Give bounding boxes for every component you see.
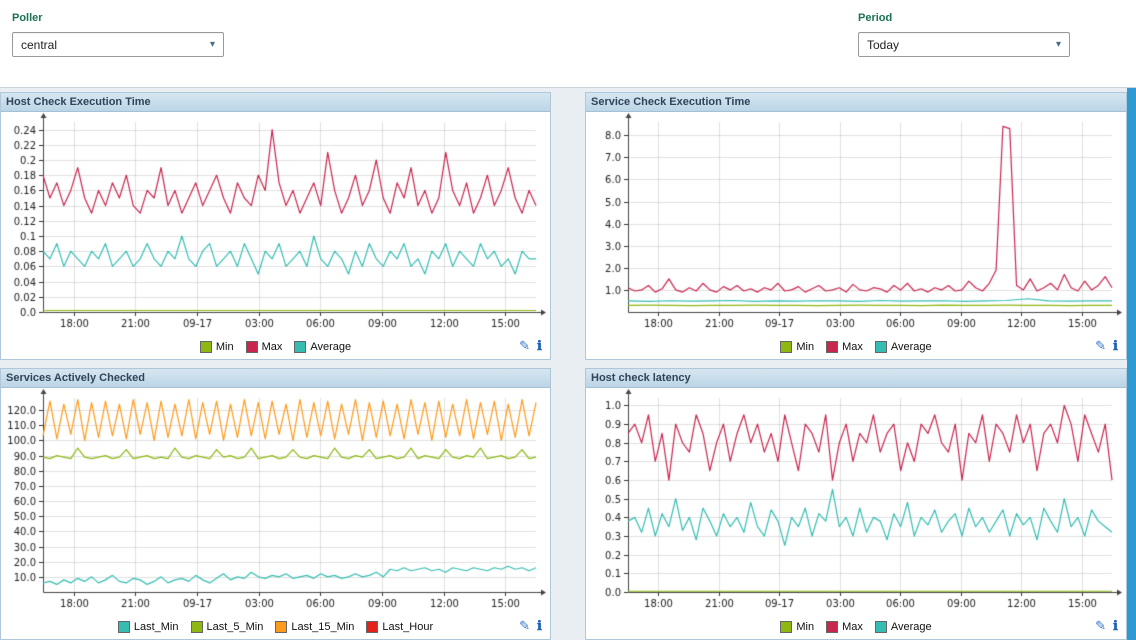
legend-swatch [245, 341, 258, 353]
panel-host-check-execution-time: Host Check Execution Time Min Max Average … [0, 92, 551, 360]
chevron-down-icon: ▾ [209, 39, 215, 50]
period-selected-value: Today [867, 37, 900, 52]
line-chart-services-actively-checked [1, 388, 550, 612]
chart-legend: Min Max Average [780, 621, 932, 633]
legend-item-last_5_min: Last_5_Min [190, 621, 264, 633]
chart-area [1, 112, 550, 335]
panel-actions: ✎ ℹ [519, 338, 542, 354]
panel-actions: ✎ ℹ [1095, 338, 1118, 354]
legend-label: Last_Min [133, 621, 179, 633]
legend-swatch [780, 341, 793, 353]
legend-swatch [826, 621, 839, 633]
legend-label: Average [310, 341, 352, 353]
legend-swatch [199, 341, 212, 353]
legend-item-max: Max [826, 341, 863, 353]
panel-actions: ✎ ℹ [1095, 618, 1118, 634]
poller-field: Poller central ▾ [12, 12, 224, 57]
panel-title: Service Check Execution Time [586, 93, 1126, 112]
period-select[interactable]: Today ▾ [858, 32, 1070, 57]
chart-area [1, 388, 550, 615]
chevron-down-icon: ▾ [1055, 39, 1061, 50]
legend-swatch [780, 621, 793, 633]
period-field: Period Today ▾ [858, 12, 1070, 57]
legend-swatch [190, 621, 203, 633]
legend-swatch [826, 341, 839, 353]
legend-label: Max [842, 341, 863, 353]
info-icon[interactable]: ℹ [537, 338, 542, 354]
edit-icon[interactable]: ✎ [1095, 618, 1107, 633]
legend-item-average: Average [874, 341, 932, 353]
info-icon[interactable]: ℹ [1113, 338, 1118, 354]
chart-legend: Last_Min Last_5_Min Last_15_Min Last_Hour [117, 621, 433, 633]
legend-swatch [366, 621, 379, 633]
legend-label: Min [215, 341, 234, 353]
legend-item-min: Min [780, 621, 814, 633]
legend-row: Min Max Average ✎ ℹ [586, 335, 1126, 359]
poller-selected-value: central [21, 37, 58, 52]
legend-label: Last_15_Min [291, 621, 355, 633]
edit-icon[interactable]: ✎ [519, 338, 531, 353]
panel-actions: ✎ ℹ [519, 618, 542, 634]
legend-label: Last_Hour [382, 621, 434, 633]
legend-item-min: Min [199, 341, 234, 353]
chart-area [586, 388, 1126, 615]
legend-item-last_15_min: Last_15_Min [275, 621, 354, 633]
legend-swatch [874, 341, 887, 353]
chart-area [586, 112, 1126, 335]
line-chart-service-check-execution [586, 112, 1126, 332]
legend-label: Max [261, 341, 283, 353]
legend-row: Min Max Average ✎ ℹ [586, 615, 1126, 639]
legend-row: Min Max Average ✎ ℹ [1, 335, 550, 359]
right-scroll-strip[interactable] [1127, 88, 1136, 640]
legend-label: Average [890, 341, 932, 353]
info-icon[interactable]: ℹ [537, 618, 542, 634]
panel-title: Host Check Execution Time [1, 93, 550, 112]
panel-services-actively-checked: Services Actively Checked Last_Min Last_5… [0, 368, 551, 640]
legend-item-average: Average [294, 341, 351, 353]
chart-legend: Min Max Average [780, 341, 932, 353]
legend-label: Max [842, 621, 863, 633]
edit-icon[interactable]: ✎ [1095, 338, 1107, 353]
legend-item-min: Min [780, 341, 814, 353]
legend-item-max: Max [245, 341, 283, 353]
legend-swatch [874, 621, 887, 633]
line-chart-host-check-execution [1, 112, 550, 332]
poller-label: Poller [12, 12, 43, 24]
legend-item-average: Average [874, 621, 932, 633]
legend-swatch [275, 621, 288, 633]
chart-legend: Min Max Average [199, 341, 351, 353]
legend-item-max: Max [826, 621, 863, 633]
charts-grid: Host Check Execution Time Min Max Average … [0, 88, 1136, 640]
filter-bar: Poller central ▾ Period Today ▾ [0, 0, 1136, 88]
panel-host-check-latency: Host check latency Min Max Average ✎ ℹ [585, 368, 1127, 640]
legend-label: Last_5_Min [206, 621, 264, 633]
panel-title: Host check latency [586, 369, 1126, 388]
legend-label: Min [796, 341, 815, 353]
panel-title: Services Actively Checked [1, 369, 550, 388]
legend-label: Min [796, 621, 815, 633]
legend-swatch [117, 621, 130, 633]
edit-icon[interactable]: ✎ [519, 618, 531, 633]
legend-label: Average [890, 621, 932, 633]
legend-item-last_hour: Last_Hour [366, 621, 433, 633]
legend-row: Last_Min Last_5_Min Last_15_Min Last_Hour ✎… [1, 615, 550, 639]
legend-swatch [294, 341, 307, 353]
period-label: Period [858, 12, 893, 24]
panel-service-check-execution-time: Service Check Execution Time Min Max Avera… [585, 92, 1127, 360]
info-icon[interactable]: ℹ [1113, 618, 1118, 634]
line-chart-host-check-latency [586, 388, 1126, 612]
poller-select[interactable]: central ▾ [12, 32, 224, 57]
legend-item-last_min: Last_Min [117, 621, 179, 633]
